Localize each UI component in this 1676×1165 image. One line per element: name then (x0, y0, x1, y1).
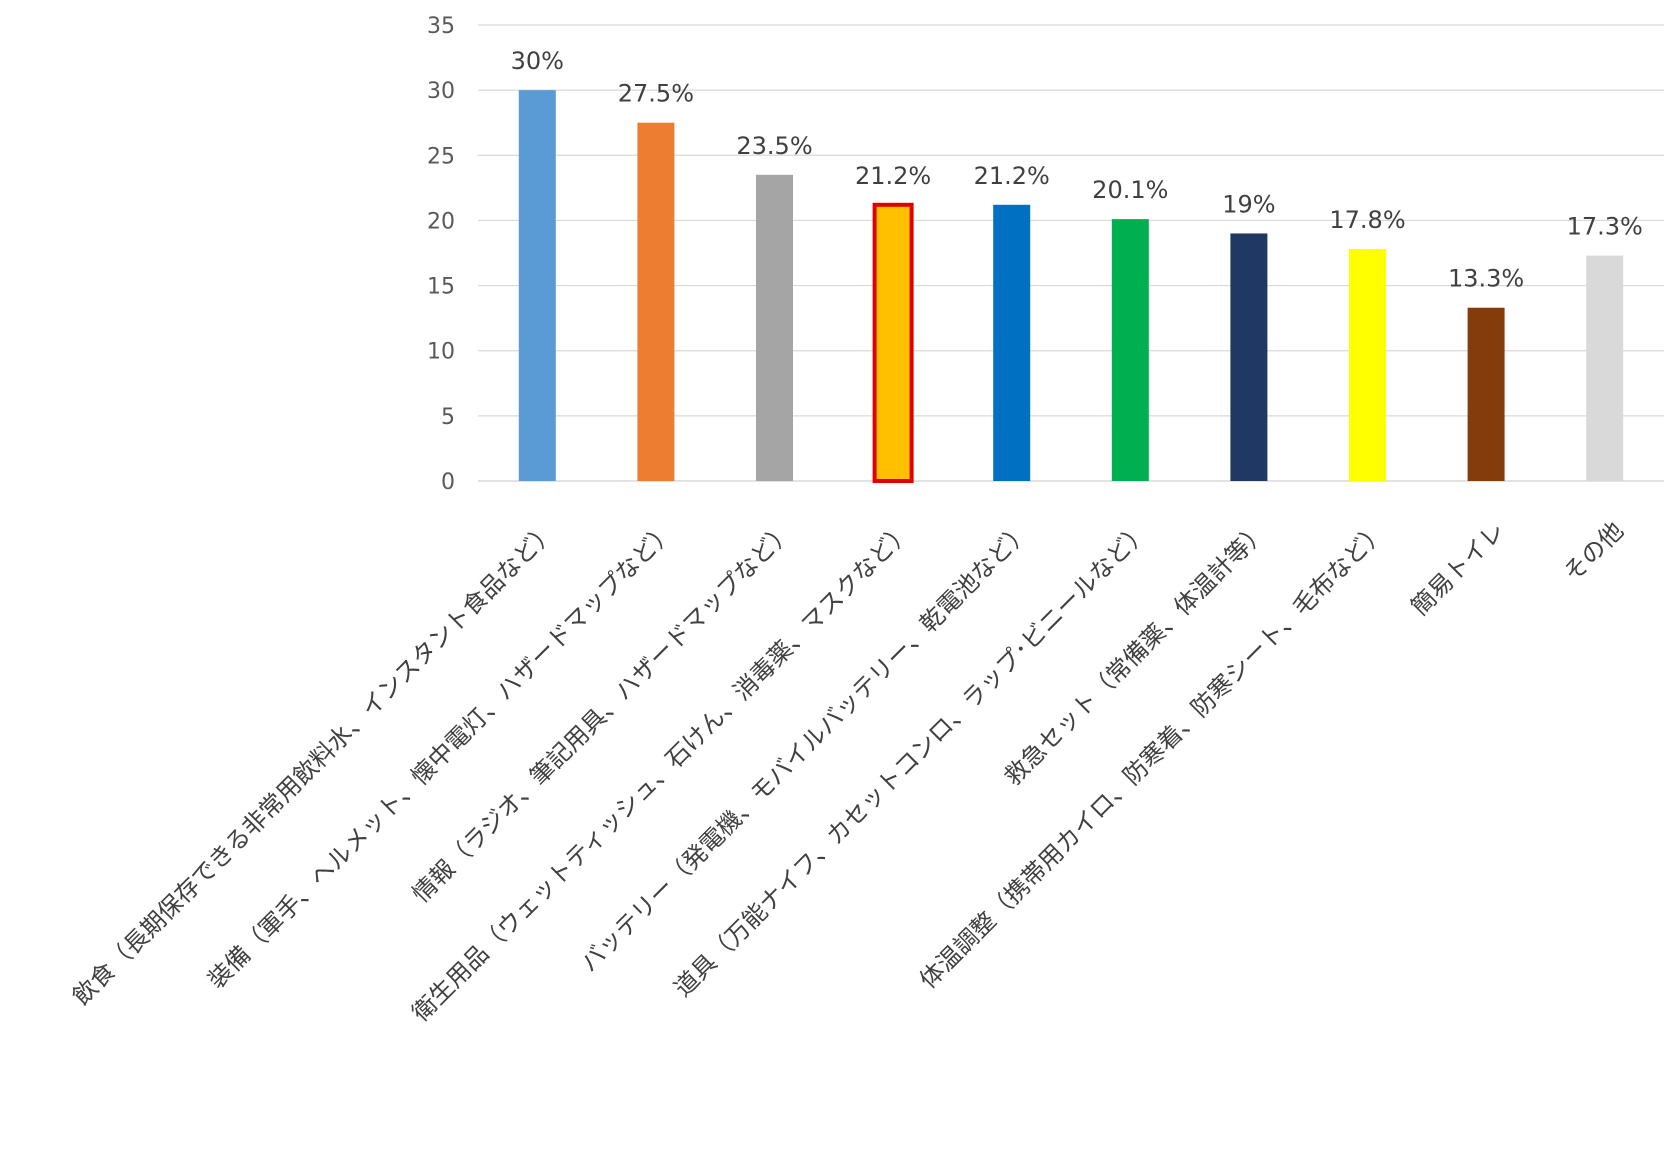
data-label: 23.5% (736, 132, 812, 160)
category-label: 体温調整（携帯用カイロ、防寒着、防寒シート、毛布など） (914, 516, 1392, 994)
data-label: 17.3% (1567, 213, 1643, 241)
bar (1230, 233, 1268, 481)
grid-lines (478, 24, 1664, 482)
y-tick-label: 10 (427, 340, 455, 365)
bars (518, 90, 1624, 483)
data-label: 30% (511, 47, 564, 75)
y-tick-label: 5 (441, 405, 455, 430)
y-tick-label: 30 (427, 79, 455, 104)
bar (1467, 307, 1505, 481)
category-label: 救急セット（常備薬、体温計等） (999, 516, 1273, 790)
data-label: 17.8% (1329, 206, 1405, 234)
bar (1586, 255, 1624, 481)
data-label: 19% (1222, 190, 1275, 218)
y-tick-label: 15 (427, 275, 455, 300)
data-label: 21.2% (974, 162, 1050, 190)
data-label: 27.5% (618, 80, 694, 108)
data-labels: 30% 27.5% 23.5% 21.2% 21.2% 20.1% 19% 17.8% 13.3… (511, 47, 1643, 293)
category-label: 装備（軍手、ヘルメット、懐中電灯、ハザードマップなど） (202, 516, 680, 994)
bar-highlighted (872, 202, 914, 483)
category-label: 簡易トイレ (1406, 516, 1511, 621)
y-axis-ticks: 0 5 10 15 20 25 30 35 (427, 14, 455, 495)
y-tick-label: 20 (427, 209, 455, 234)
y-tick-label: 0 (441, 470, 455, 495)
y-tick-label: 35 (427, 14, 455, 39)
bar (756, 174, 793, 482)
bar (1349, 249, 1386, 481)
category-label: その他 (1558, 516, 1629, 587)
y-tick-label: 25 (427, 144, 455, 169)
category-labels: 飲食（長期保存できる非常用飲料水、インスタント食品など）装備（軍手、ヘルメット、… (67, 516, 1629, 1027)
data-label: 21.2% (855, 162, 931, 190)
bar (1111, 219, 1149, 481)
bar (518, 90, 556, 482)
data-label: 13.3% (1448, 265, 1524, 293)
bar (993, 204, 1031, 481)
data-label: 20.1% (1092, 176, 1168, 204)
bar (637, 122, 675, 481)
category-label: バッテリー（発電機、モバイルバッテリー、乾電池など） (575, 516, 1036, 977)
